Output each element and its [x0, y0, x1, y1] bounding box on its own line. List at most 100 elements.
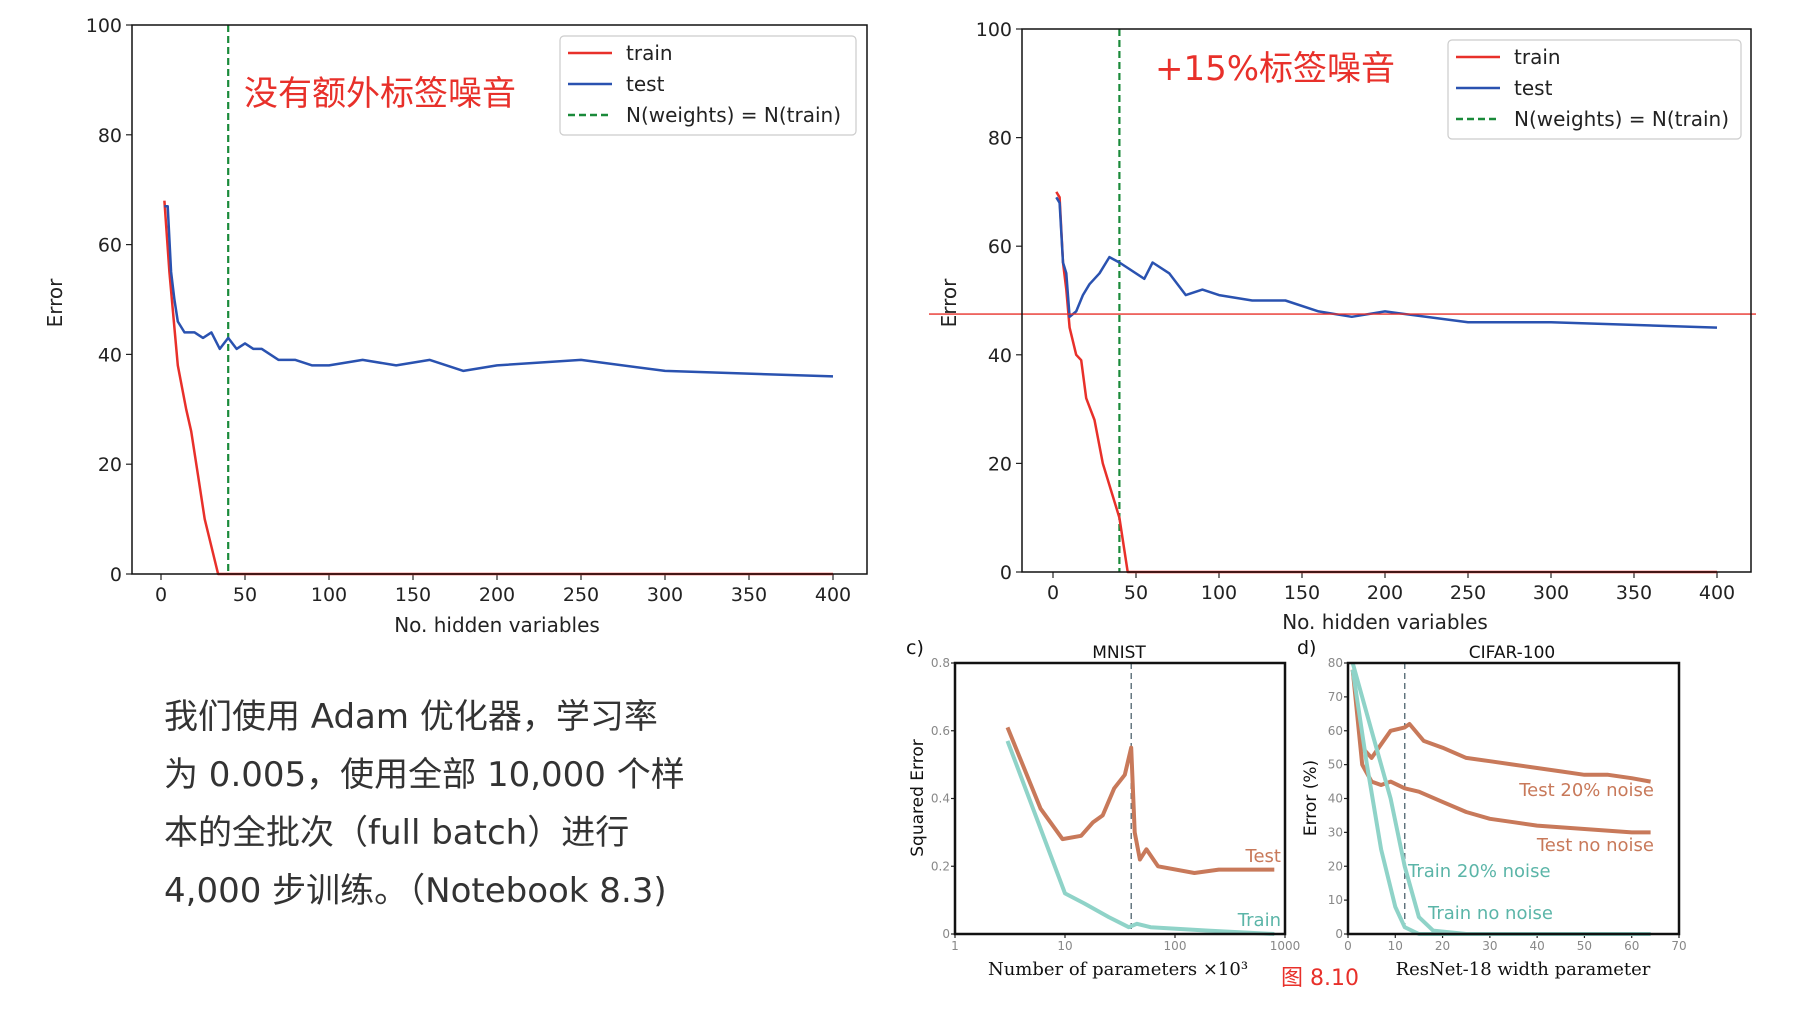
description-paragraph: 我们使用 Adam 优化器，学习率 为 0.005，使用全部 10,000 个样…: [164, 688, 685, 920]
chart-a-annotation: 没有额外标签噪音: [244, 74, 516, 114]
chart-b-annotation: +15%标签噪音: [1155, 49, 1395, 89]
chart-b-xtick-label: 50: [1124, 582, 1148, 604]
chart-b-ytick-label: 80: [988, 128, 1012, 150]
chart-a-series-test: [164, 204, 834, 378]
chart-a-xtick-label: 250: [563, 584, 599, 606]
paragraph-line: 本的全批次（full batch）进行: [164, 813, 630, 853]
chart-b-xtick-label: 150: [1284, 582, 1320, 604]
chart-b-ytick-label: 40: [988, 345, 1012, 367]
chart-b-legend-box: [1447, 39, 1742, 140]
chart-b-xtick-label: 0: [1047, 582, 1059, 604]
chart-d-ytick-label: 60: [1328, 724, 1343, 738]
chart-d-label-train20: Train 20% noise: [1407, 861, 1551, 882]
chart-b-xtick-label: 250: [1450, 582, 1486, 604]
chart-d-xtick-label: 60: [1624, 939, 1639, 953]
chart-a-legend-label: N(weights) = N(train): [626, 103, 841, 127]
chart-c-ytick-label: 0.2: [931, 859, 950, 873]
chart-c-ylabel: Squared Error: [908, 739, 928, 856]
chart-d-ytick-label: 80: [1328, 656, 1343, 670]
chart-b-ytick-label: 60: [988, 236, 1012, 258]
chart-b-legend-label: N(weights) = N(train): [1514, 107, 1729, 131]
chart-b-axes-frame: [1021, 28, 1752, 573]
chart-c-xtick-label: 1: [951, 939, 959, 953]
chart-c-plot: 1 10 100 1000 0 0.2 0.4 0.6 0.8: [931, 656, 1300, 953]
chart-d-xtick-label: 50: [1577, 939, 1592, 953]
chart-c-ytick-label: 0.6: [931, 724, 950, 738]
chart-d-title: CIFAR-100: [1469, 643, 1555, 663]
chart-a-series-train: [163, 200, 833, 576]
chart-d-series-train-no-noise: [1350, 669, 1651, 936]
chart-d-xtick-label: 20: [1435, 939, 1450, 953]
chart-d-xlabel: ResNet-18 width parameter: [1396, 959, 1651, 980]
chart-d-xtick-label: 0: [1344, 939, 1352, 953]
chart-a-legend-label: train: [626, 41, 673, 65]
chart-d-label-trainno: Train no noise: [1427, 903, 1553, 924]
chart-d-ytick-label: 70: [1328, 690, 1343, 704]
chart-d-xtick-label: 40: [1530, 939, 1545, 953]
chart-d-ylabel: Error (%): [1301, 760, 1321, 836]
chart-a-ytick-label: 0: [110, 564, 122, 586]
chart-a-ytick-label: 20: [98, 454, 122, 476]
chart-a-ylabel: Error: [43, 278, 67, 328]
chart-d-label-test20: Test 20% noise: [1518, 780, 1654, 801]
chart-b-xtick-label: 100: [1201, 582, 1237, 604]
chart-d-series-test-no-noise: [1350, 669, 1651, 835]
chart-a-xtick-label: 150: [395, 584, 431, 606]
chart-b-xtick-label: 350: [1616, 582, 1652, 604]
chart-c-ytick-label: 0.8: [931, 656, 950, 670]
chart-b-legend-label: test: [1514, 76, 1553, 100]
chart-b-ytick-label: 20: [988, 453, 1012, 475]
chart-b-ytick-label: 0: [1000, 562, 1012, 584]
chart-a-ytick-label: 80: [98, 125, 122, 147]
paragraph-line: 我们使用 Adam 优化器，学习率: [164, 697, 658, 737]
chart-a-legend-box: [559, 35, 857, 136]
chart-d-plot: 0 10 20 30 40 50 60 70 0 10 20 30 40 50 60 70 80: [1328, 656, 1687, 953]
chart-c-xtick-label: 1000: [1270, 939, 1301, 953]
chart-a-xtick-label: 400: [815, 584, 851, 606]
figure-caption: 图 8.10: [1281, 966, 1359, 991]
chart-b-xtick-label: 300: [1533, 582, 1569, 604]
chart-c-label-test: Test: [1245, 846, 1281, 867]
chart-b-plot: 0 50 100 150 200 250 300 350 400 0 20 40 60 80 100 trai…: [929, 19, 1756, 604]
chart-d-series-test-20-noise: [1350, 669, 1651, 784]
chart-d-ytick-label: 30: [1328, 825, 1343, 839]
chart-c-series-test: [1005, 726, 1275, 875]
chart-d-ytick-label: 50: [1328, 758, 1343, 772]
chart-a-plot: 0 50 100 150 200 250 300 350 400 0 20 40 60 80 100 trai…: [86, 15, 868, 606]
chart-b-legend-label: train: [1514, 45, 1561, 69]
chart-d-ytick-label: 40: [1328, 792, 1343, 806]
chart-d-panel-label: d): [1297, 637, 1316, 659]
chart-b-ytick-label: 100: [976, 19, 1012, 41]
chart-a-ytick-label: 40: [98, 344, 122, 366]
chart-c-xlabel: Number of parameters ×10³: [988, 959, 1248, 980]
chart-c-ytick-label: 0: [942, 927, 950, 941]
chart-a-ytick-label: 60: [98, 235, 122, 257]
chart-d-axes-frame: [1346, 661, 1681, 936]
chart-c-xtick-label: 100: [1164, 939, 1187, 953]
chart-a-xtick-label: 200: [479, 584, 515, 606]
chart-c-ytick-label: 0.4: [931, 792, 950, 806]
chart-b-series-test: [1055, 196, 1718, 329]
paragraph-line: 4,000 步训练。（Notebook 8.3): [164, 871, 667, 911]
paragraph-line: 为 0.005，使用全部 10,000 个样: [164, 755, 685, 795]
chart-a-xtick-label: 0: [155, 584, 167, 606]
chart-a-xtick-label: 50: [233, 584, 257, 606]
chart-b-xtick-label: 400: [1699, 582, 1735, 604]
chart-c-label-train: Train: [1237, 910, 1281, 931]
chart-c-axes-frame: [953, 661, 1287, 936]
chart-b-ylabel: Error: [937, 278, 961, 328]
chart-d-xtick-label: 10: [1388, 939, 1403, 953]
chart-a-xtick-label: 100: [311, 584, 347, 606]
chart-a-xtick-label: 350: [731, 584, 767, 606]
chart-c-title: MNIST: [1092, 643, 1146, 663]
chart-a-axes-frame: [131, 24, 868, 575]
chart-a-xlabel: No. hidden variables: [394, 613, 600, 637]
chart-c-panel-label: c): [906, 637, 924, 659]
chart-d-ytick-label: 20: [1328, 859, 1343, 873]
chart-b-legend: train test N(weights) = N(train): [1447, 39, 1742, 140]
chart-d-label-testno: Test no noise: [1536, 835, 1654, 856]
chart-b-series-train: [1055, 191, 1717, 574]
chart-d-xtick-label: 70: [1671, 939, 1686, 953]
chart-a-ytick-label: 100: [86, 15, 122, 37]
